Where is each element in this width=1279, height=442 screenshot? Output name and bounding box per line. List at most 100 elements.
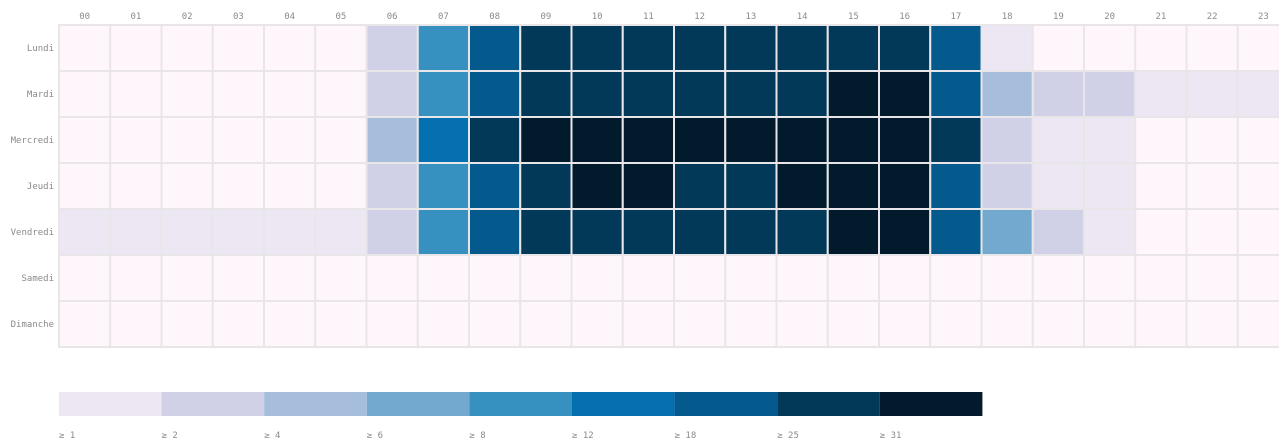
heatmap-cell [929,162,983,210]
heatmap-cell [980,70,1034,118]
hour-label: 12 [694,12,705,22]
heatmap-cell [1236,70,1279,118]
heatmap-cell [1134,162,1188,210]
heatmap-cell [570,116,624,164]
legend-swatch [879,392,983,416]
hour-label: 13 [745,12,756,22]
heatmap-cell [416,116,470,164]
heatmap-cell [109,254,163,302]
heatmap-cell [826,254,880,302]
legend-label: ≥ 25 [777,431,799,441]
heatmap-cell [58,70,112,118]
heatmap-cell [1236,254,1279,302]
heatmap-cell [1236,208,1279,256]
legend-label: ≥ 8 [469,431,485,441]
hour-labels: 00 01 02 03 04 05 06 07 08 09 10 11 12 13 14 15 16 17 18 19… [79,12,1269,22]
heatmap-cell [1083,116,1137,164]
heatmap-cell [1236,162,1279,210]
heatmap-cell [519,162,573,210]
heatmap-cell [160,116,214,164]
heatmap-cell [673,70,727,118]
heatmap-cell [621,70,675,118]
heatmap-cell [775,162,829,210]
heatmap-cell [58,162,112,210]
hour-label: 08 [489,12,500,22]
heatmap-cell [365,70,419,118]
legend-swatch [59,392,162,416]
heatmap-cell [570,24,624,72]
heatmap-cell [468,70,522,118]
hour-label: 22 [1207,12,1218,22]
heatmap-cell [570,254,624,302]
heatmap-cell [1185,70,1239,118]
heatmap-cell [1185,254,1239,302]
heatmap-cell [1236,300,1279,348]
hour-label: 23 [1258,12,1269,22]
legend-swatch [674,392,778,416]
heatmap-cell [673,208,727,256]
heatmap-cell [263,116,317,164]
legend-swatch [161,392,265,416]
heatmap-cell [878,208,932,256]
heatmap-cell [1185,24,1239,72]
heatmap-cell [416,162,470,210]
hour-label: 14 [797,12,808,22]
hour-label: 16 [899,12,910,22]
heatmap-cell [980,162,1034,210]
heatmap-cell [314,254,368,302]
heatmap-cell [365,300,419,348]
heatmap-cell [724,300,778,348]
heatmap-cell [1236,116,1279,164]
heatmap-cell [314,208,368,256]
heatmap-cell [211,116,265,164]
heatmap-cell [160,208,214,256]
hour-label: 09 [540,12,551,22]
heatmap-cell [160,254,214,302]
hour-label: 11 [643,12,654,22]
heatmap-cell [980,300,1034,348]
heatmap-cell [416,70,470,118]
heatmap-cell [929,300,983,348]
heatmap-cell [1031,116,1085,164]
heatmap-cell [570,300,624,348]
legend-label: ≥ 2 [162,431,178,441]
legend-swatch [264,392,367,416]
day-label: Lundi [27,44,54,54]
heatmap-cell [211,208,265,256]
heatmap-cell [826,70,880,118]
legend-swatch [469,392,572,416]
heatmap-cell [724,162,778,210]
hour-label: 05 [335,12,346,22]
heatmap-cell [929,254,983,302]
heatmap-cell [1031,24,1085,72]
hour-label: 19 [1053,12,1064,22]
hour-label: 17 [950,12,961,22]
heatmap-cell [365,254,419,302]
heatmap-cell [1083,162,1137,210]
heatmap-cell [878,254,932,302]
heatmap-cell [775,300,829,348]
hour-label: 07 [438,12,449,22]
heatmap-cell [58,300,112,348]
legend-label: ≥ 31 [880,431,902,441]
heatmap-cell [570,162,624,210]
heatmap-cell [1185,300,1239,348]
heatmap-cell [1134,254,1188,302]
heatmap-cell [929,24,983,72]
legend-label: ≥ 6 [367,431,383,441]
heatmap-cell [878,300,932,348]
heatmap-cell [468,116,522,164]
heatmap-cell [1031,300,1085,348]
heatmap-cell [878,24,932,72]
hour-label: 04 [284,12,295,22]
heatmap-cell [878,116,932,164]
heatmap-cell [1031,162,1085,210]
heatmap-cell [980,116,1034,164]
heatmap-cell [211,70,265,118]
heatmap-cell [416,254,470,302]
heatmap-cell [1083,300,1137,348]
day-label: Mercredi [11,136,54,146]
heatmap-cell [314,24,368,72]
heatmap-cell [570,70,624,118]
